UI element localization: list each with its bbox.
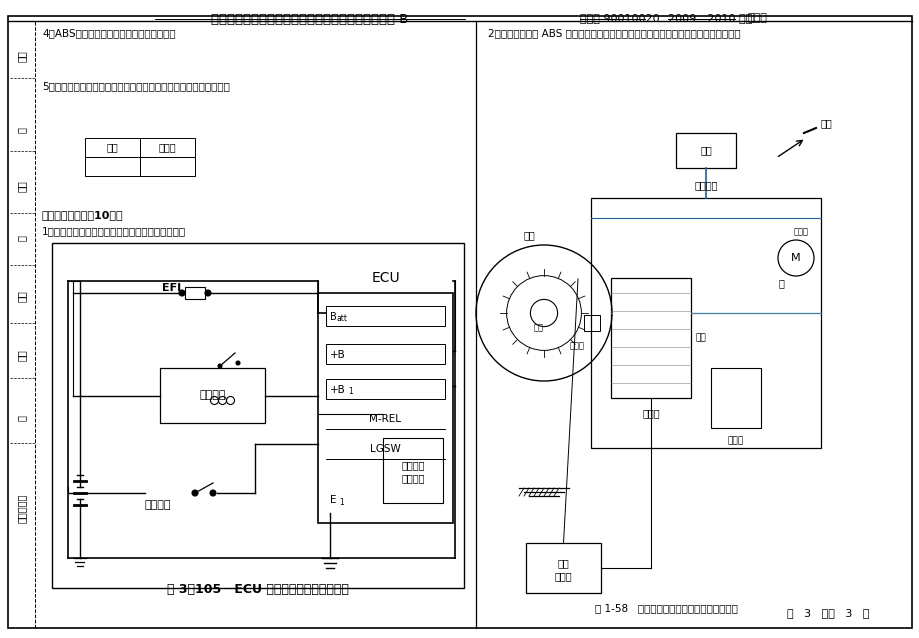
- Text: 能: 能: [17, 235, 27, 241]
- Text: 控制电路: 控制电路: [401, 473, 425, 484]
- Bar: [85, 138, 140, 157]
- Text: 2、图为博世公司 ABS 原理图，请说明当车轮趋于抱死时制动压力调节器的减压过程？: 2、图为博世公司 ABS 原理图，请说明当车轮趋于抱死时制动压力调节器的减压过程…: [487, 28, 740, 38]
- Text: 1: 1: [347, 387, 352, 396]
- Bar: [325, 379, 445, 399]
- Text: 1: 1: [338, 498, 344, 507]
- Text: ECU: ECU: [370, 271, 400, 285]
- Text: 车轮: 车轮: [523, 230, 534, 240]
- Text: 班: 班: [17, 415, 27, 421]
- Text: 四、看图分析题（10分）: 四、看图分析题（10分）: [42, 210, 123, 220]
- Bar: [140, 138, 195, 157]
- Text: 主缸: 主缸: [699, 145, 711, 156]
- Bar: [710, 368, 760, 428]
- Text: M: M: [790, 253, 800, 263]
- Text: 学院（系）: 学院（系）: [17, 493, 27, 523]
- Bar: [140, 157, 195, 176]
- Bar: [583, 315, 599, 331]
- Text: 电磁阀: 电磁阀: [641, 408, 659, 418]
- Text: LGSW: LGSW: [369, 444, 401, 454]
- Text: 姓名: 姓名: [17, 50, 27, 62]
- Text: 山东大学《现在汽车电子控制技术的原理》课程试卷 B: 山东大学《现在汽车电子控制技术的原理》课程试卷 B: [211, 13, 408, 26]
- Text: M-REL: M-REL: [369, 414, 401, 424]
- Text: 1、该图为电源的电源电路，请分析其具体工作过程: 1、该图为电源的电源电路，请分析其具体工作过程: [42, 226, 186, 236]
- Text: 5、自动变速器行星齿轮变速机构的三元件是什么？如何实现换档？: 5、自动变速器行星齿轮变速机构的三元件是什么？如何实现换档？: [42, 81, 230, 91]
- Bar: [52, 243, 463, 588]
- Circle shape: [218, 364, 221, 368]
- Text: 4、ABS有什么作用？它有哪三大部分组成？: 4、ABS有什么作用？它有哪三大部分组成？: [42, 28, 176, 38]
- Text: 踏板: 踏板: [820, 118, 832, 128]
- Text: 点火开关: 点火开关: [145, 500, 171, 510]
- Bar: [160, 368, 265, 423]
- Text: 主继电器: 主继电器: [401, 461, 425, 470]
- Text: EFI: EFI: [163, 283, 181, 293]
- Text: 班级: 班级: [17, 290, 27, 302]
- Circle shape: [192, 490, 198, 496]
- Text: 纵圈: 纵圈: [696, 334, 706, 343]
- Text: +B: +B: [330, 350, 346, 360]
- Text: 得分: 得分: [107, 142, 119, 152]
- Circle shape: [205, 290, 210, 296]
- Text: 泵: 泵: [777, 278, 783, 288]
- Text: 控制器: 控制器: [554, 571, 572, 581]
- Text: 图 3－105   ECU 电源电路（装步进电机）: 图 3－105 ECU 电源电路（装步进电机）: [167, 583, 348, 596]
- Bar: [382, 438, 443, 503]
- Bar: [325, 306, 445, 326]
- Text: 上学期: 上学期: [747, 13, 767, 23]
- Text: 2009—2010 学年: 2009—2010 学年: [667, 13, 752, 23]
- Text: 电子: 电子: [557, 558, 569, 568]
- Text: 轮前: 轮前: [533, 323, 543, 332]
- Bar: [675, 133, 735, 168]
- Bar: [185, 287, 205, 299]
- Text: E: E: [330, 495, 336, 505]
- Bar: [318, 293, 452, 523]
- Text: 阅卷人: 阅卷人: [158, 142, 176, 152]
- Bar: [590, 198, 820, 448]
- Circle shape: [236, 361, 240, 365]
- Text: B: B: [330, 312, 336, 322]
- Text: att: att: [336, 314, 347, 323]
- Text: 液压部件: 液压部件: [694, 180, 717, 190]
- Circle shape: [210, 490, 216, 496]
- Text: 主继电器: 主继电器: [199, 390, 225, 401]
- Bar: [85, 157, 140, 176]
- Text: 储液器: 储液器: [727, 436, 743, 445]
- Bar: [610, 278, 690, 398]
- Text: 传感器: 传感器: [569, 341, 584, 350]
- Text: +B: +B: [330, 385, 346, 395]
- Text: 专业: 专业: [17, 349, 27, 361]
- Text: 图 1-58   循环式制动压力调节器（减压过程）: 图 1-58 循环式制动压力调节器（减压过程）: [594, 603, 737, 613]
- Bar: [325, 344, 445, 364]
- Text: 电动机: 电动机: [792, 227, 808, 236]
- Bar: [526, 543, 600, 593]
- Text: 课程号 90010020: 课程号 90010020: [579, 13, 659, 23]
- Text: 密: 密: [17, 127, 27, 133]
- Text: 学号: 学号: [17, 180, 27, 192]
- Circle shape: [179, 290, 185, 296]
- Text: 第   3   页共   3   页: 第 3 页共 3 页: [787, 608, 869, 618]
